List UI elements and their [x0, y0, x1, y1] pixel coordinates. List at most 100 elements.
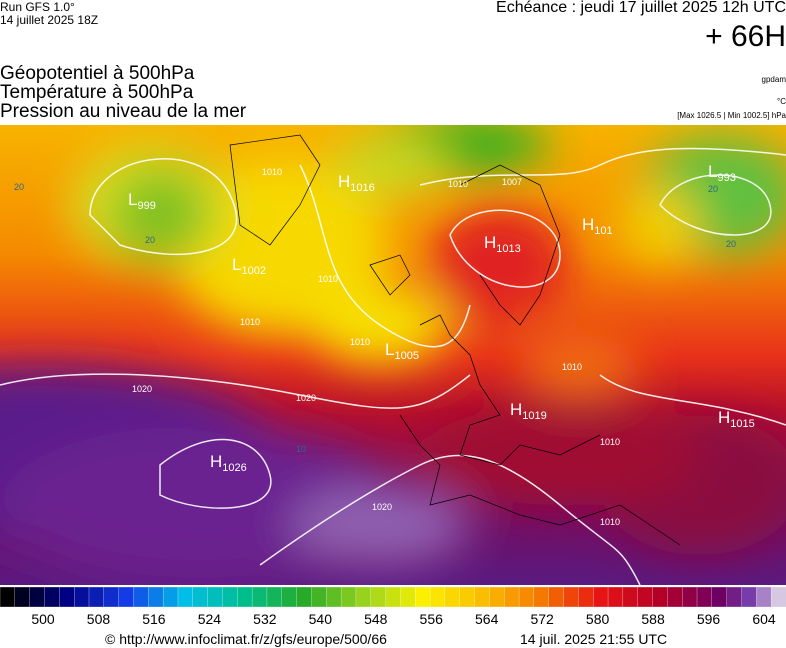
isobar-label: 1010: [448, 179, 468, 189]
center-letter: L: [708, 162, 717, 181]
color-swatch: [59, 586, 75, 608]
pressure-center: L993: [708, 162, 736, 184]
color-swatch: [29, 586, 46, 608]
isobar-label: 1010: [350, 337, 370, 347]
color-swatch: [548, 586, 565, 608]
pressure-center: H101: [582, 215, 613, 237]
color-swatch: [711, 586, 728, 608]
isobar-label: 1020: [296, 393, 316, 403]
color-swatch: [281, 586, 298, 608]
color-swatch: [192, 586, 209, 608]
temperature-label: 10: [296, 444, 306, 454]
legend-label: 580: [586, 611, 610, 627]
center-value: 1013: [496, 243, 520, 255]
footer-stamp: 14 juil. 2025 21:55 UTC: [520, 631, 667, 647]
color-swatch: [518, 586, 535, 608]
color-swatch: [489, 586, 505, 608]
color-swatch: [177, 586, 194, 608]
center-value: 1005: [394, 350, 418, 362]
color-swatch: [533, 586, 550, 608]
color-swatch: [0, 586, 16, 608]
color-swatch: [311, 586, 327, 608]
color-swatch: [14, 586, 31, 608]
run-date: 14 juillet 2025 18Z: [0, 13, 99, 27]
color-swatch: [667, 586, 683, 608]
run: Run GFS 1.0°: [0, 0, 75, 14]
pressure-center: L1005: [385, 340, 419, 362]
isobar-label: 1010: [262, 167, 282, 177]
pressure-center: H1013: [484, 233, 521, 255]
pressure-center: H1026: [210, 452, 247, 474]
center-value: 1002: [241, 265, 265, 277]
color-swatch: [504, 586, 520, 608]
legend-label: 548: [364, 611, 388, 627]
center-letter: L: [128, 190, 137, 209]
center-value: 1026: [222, 462, 246, 474]
color-swatch: [682, 586, 698, 608]
center-letter: H: [582, 215, 594, 234]
color-swatch: [103, 586, 120, 608]
color-swatch: [133, 586, 149, 608]
temperature-label: 20: [726, 239, 736, 249]
color-swatch: [400, 586, 416, 608]
color-swatch: [44, 586, 60, 608]
color-swatch: [118, 586, 135, 608]
legend-label: 572: [530, 611, 554, 627]
center-letter: L: [232, 255, 241, 274]
color-swatch: [563, 586, 580, 608]
isobar-label: 1020: [132, 384, 152, 394]
center-letter: H: [510, 400, 522, 419]
color-swatch: [296, 586, 313, 608]
pressure-center: H1019: [510, 400, 547, 422]
color-swatch: [340, 586, 357, 608]
color-swatch: [726, 586, 743, 608]
center-value: 1019: [522, 410, 546, 422]
isobar-label: 1010: [562, 362, 582, 372]
isobar-label: 1010: [240, 317, 260, 327]
color-swatch: [415, 586, 431, 608]
title: Température à 500hPa: [0, 82, 194, 103]
center-letter: H: [484, 233, 496, 252]
legend-label: 604: [752, 611, 776, 627]
legend-label: 556: [420, 611, 444, 627]
color-swatch: [326, 586, 342, 608]
center-letter: H: [338, 172, 350, 191]
pressure-center: L1002: [232, 255, 266, 277]
title: Pression au niveau de la mer: [0, 101, 247, 122]
color-swatch: [251, 586, 268, 608]
color-swatch: [741, 586, 757, 608]
color-swatch: [266, 586, 283, 608]
temperature-label: 20: [708, 184, 718, 194]
unit: °C: [777, 97, 786, 106]
legend-label: 508: [87, 611, 111, 627]
legend-label: 516: [142, 611, 166, 627]
isobar-label: 1010: [600, 437, 620, 447]
pressure-center: H1015: [718, 408, 755, 430]
color-swatch: [459, 586, 476, 608]
legend-label: 532: [253, 611, 277, 627]
footer-url: © http://www.infoclimat.fr/z/gfs/europe/…: [105, 631, 387, 647]
color-swatch: [593, 586, 609, 608]
color-swatch: [607, 586, 624, 608]
title: Géopotentiel à 500hPa: [0, 63, 195, 84]
legend-label: 596: [697, 611, 721, 627]
temperature-label: 20: [145, 235, 155, 245]
color-swatch: [696, 586, 713, 608]
isobar-label: 1007: [502, 177, 522, 187]
color-swatch: [385, 586, 402, 608]
color-swatch: [370, 586, 387, 608]
pressure-center: L999: [128, 190, 156, 212]
color-swatch: [652, 586, 669, 608]
color-swatch: [444, 586, 461, 608]
isobar-label: 1020: [372, 502, 392, 512]
center-value: 101: [594, 225, 612, 237]
unit: gpdam: [761, 75, 786, 84]
legend-label: 540: [309, 611, 333, 627]
color-swatch: [622, 586, 639, 608]
color-swatch: [88, 586, 105, 608]
unit: [Max 1026.5 | Min 1002.5] hPa: [677, 111, 786, 120]
color-swatch: [207, 586, 224, 608]
center-value: 999: [137, 200, 155, 212]
legend-label: 500: [31, 611, 55, 627]
